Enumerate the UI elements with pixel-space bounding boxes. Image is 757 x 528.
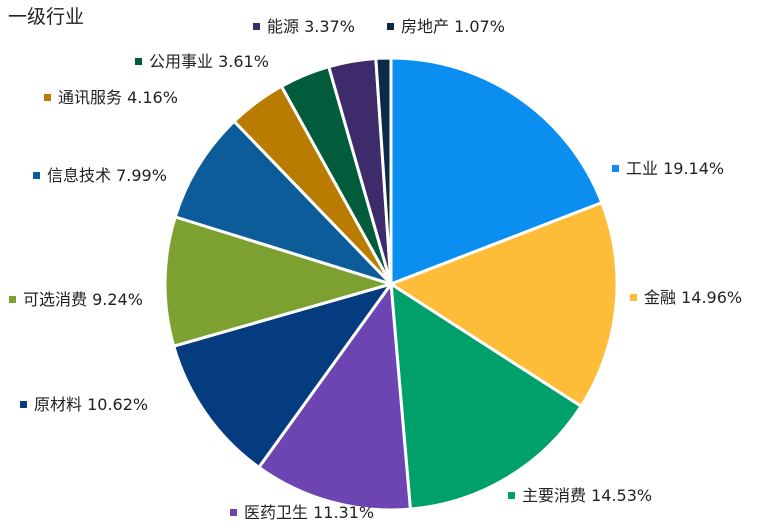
legend-marker <box>9 296 16 303</box>
legend-marker <box>135 58 142 65</box>
slice-label: 可选消费 9.24% <box>23 290 143 309</box>
pie-slice <box>173 119 393 286</box>
legend-marker <box>230 509 237 516</box>
legend-marker <box>44 94 51 101</box>
pie-slice <box>389 282 583 511</box>
slice-label: 原材料 10.62% <box>34 395 148 414</box>
chart-title: 一级行业 <box>8 6 85 28</box>
pie-slice <box>172 282 393 469</box>
pie-slice <box>389 201 619 408</box>
legend-marker <box>612 165 619 172</box>
pie-slice <box>163 215 393 348</box>
legend-marker <box>20 401 27 408</box>
pie-slice <box>389 56 604 286</box>
legend-marker <box>508 492 515 499</box>
legend-marker <box>253 23 260 30</box>
legend-marker <box>387 23 394 30</box>
legend-marker <box>630 294 637 301</box>
slice-label: 金融 14.96% <box>644 288 742 307</box>
slice-label: 通讯服务 4.16% <box>58 88 178 107</box>
slice-label: 能源 3.37% <box>267 17 355 36</box>
pie-slice <box>374 56 393 286</box>
slice-label: 公用事业 3.61% <box>149 52 269 71</box>
slice-label: 房地产 1.07% <box>401 17 505 36</box>
slice-label: 工业 19.14% <box>626 159 724 178</box>
pie-slice <box>257 282 412 512</box>
slice-label: 信息技术 7.99% <box>47 166 167 185</box>
legend-marker <box>33 172 40 179</box>
slice-label: 主要消费 14.53% <box>522 486 652 505</box>
slice-label: 医药卫生 11.31% <box>244 503 374 522</box>
